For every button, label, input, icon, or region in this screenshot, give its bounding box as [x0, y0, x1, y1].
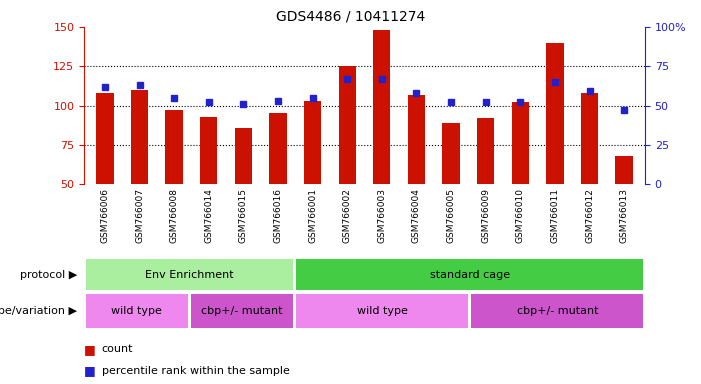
Bar	[442, 123, 460, 184]
Text: GSM766009: GSM766009	[481, 188, 490, 243]
Text: GSM766006: GSM766006	[100, 188, 109, 243]
Text: GSM766016: GSM766016	[273, 188, 283, 243]
Bar	[86, 294, 187, 328]
Bar	[339, 66, 356, 184]
Bar	[86, 259, 293, 290]
Text: GSM766012: GSM766012	[585, 188, 594, 243]
Bar	[472, 294, 644, 328]
Bar	[615, 156, 633, 184]
Bar	[200, 117, 217, 184]
Text: GSM766014: GSM766014	[204, 188, 213, 243]
Text: GSM766001: GSM766001	[308, 188, 317, 243]
Bar	[191, 294, 293, 328]
Text: GSM766011: GSM766011	[550, 188, 559, 243]
Text: GSM766010: GSM766010	[516, 188, 525, 243]
Bar	[131, 90, 148, 184]
Text: GSM766015: GSM766015	[239, 188, 248, 243]
Bar	[297, 294, 468, 328]
Text: GSM766004: GSM766004	[412, 188, 421, 243]
Text: genotype/variation ▶: genotype/variation ▶	[0, 306, 77, 316]
Text: GSM766002: GSM766002	[343, 188, 352, 243]
Text: count: count	[102, 344, 133, 354]
Bar	[297, 259, 644, 290]
Text: ■: ■	[84, 364, 96, 377]
Text: wild type: wild type	[357, 306, 407, 316]
Bar	[512, 103, 529, 184]
Bar	[269, 114, 287, 184]
Bar	[304, 101, 321, 184]
Bar	[546, 43, 564, 184]
Text: GSM766013: GSM766013	[620, 188, 629, 243]
Bar	[165, 110, 183, 184]
Text: GSM766003: GSM766003	[377, 188, 386, 243]
Text: GDS4486 / 10411274: GDS4486 / 10411274	[276, 10, 425, 23]
Text: protocol ▶: protocol ▶	[20, 270, 77, 280]
Text: ■: ■	[84, 343, 96, 356]
Bar	[408, 94, 425, 184]
Bar	[477, 118, 494, 184]
Text: percentile rank within the sample: percentile rank within the sample	[102, 366, 290, 376]
Bar	[373, 30, 390, 184]
Bar	[235, 127, 252, 184]
Bar	[96, 93, 114, 184]
Text: Env Enrichment: Env Enrichment	[145, 270, 233, 280]
Bar	[581, 93, 598, 184]
Text: GSM766007: GSM766007	[135, 188, 144, 243]
Text: standard cage: standard cage	[430, 270, 510, 280]
Text: wild type: wild type	[111, 306, 162, 316]
Text: cbp+/- mutant: cbp+/- mutant	[201, 306, 283, 316]
Text: GSM766005: GSM766005	[447, 188, 456, 243]
Text: GSM766008: GSM766008	[170, 188, 179, 243]
Text: cbp+/- mutant: cbp+/- mutant	[517, 306, 598, 316]
